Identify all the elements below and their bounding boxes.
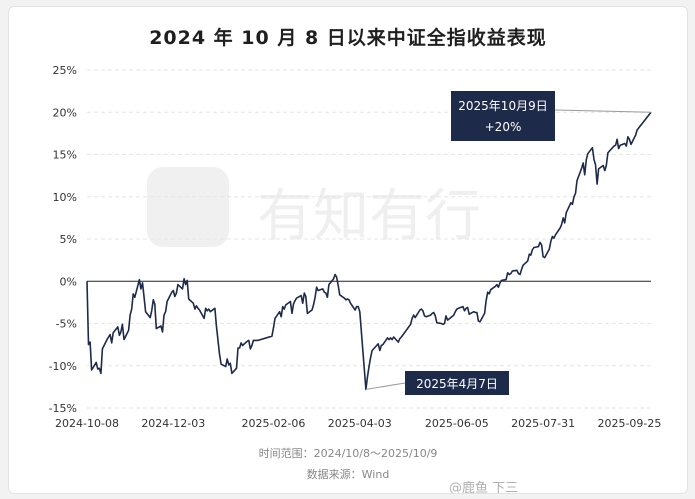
watermark-tag: @鹿鱼 下三	[449, 481, 519, 494]
y-tick-label: 0%	[60, 275, 77, 288]
annotation-label: 2025年4月7日	[416, 377, 498, 391]
y-axis: -15% -10% -5% 0% 5% 10% 15% 20% 25%	[49, 64, 77, 415]
annotation-label: 2025年10月9日	[458, 99, 547, 113]
y-tick-label: 20%	[53, 106, 77, 119]
annotations: 2025年10月9日 +20% 2025年4月7日	[365, 91, 652, 395]
chart-card: 2024 年 10 月 8 日以来中证全指收益表现 有知有行 -15% -10% -…	[8, 6, 688, 494]
x-tick-label: 2024-10-08	[55, 417, 119, 430]
y-tick-label: -10%	[49, 360, 77, 373]
annotation-box	[405, 371, 509, 395]
line-chart: 有知有行 -15% -10% -5% 0% 5% 10% 15% 20% 25% 2024-10…	[49, 64, 662, 430]
annotation-leader	[554, 109, 652, 113]
x-tick-label: 2025-09-25	[597, 417, 661, 430]
y-tick-label: 10%	[53, 191, 77, 204]
annotation-label: +20%	[485, 120, 522, 134]
annotation-box	[451, 91, 555, 141]
y-tick-label: -15%	[49, 402, 77, 415]
time-range-note: 时间范围：2024/10/8～2025/10/9	[258, 447, 438, 460]
y-tick-label: 25%	[53, 64, 77, 77]
y-tick-label: -5%	[56, 318, 77, 331]
x-tick-label: 2025-02-06	[241, 417, 305, 430]
x-axis: 2024-10-08 2024-12-03 2025-02-06 2025-04-03…	[55, 417, 661, 430]
series-line	[86, 111, 652, 391]
y-tick-label: 5%	[60, 233, 77, 246]
y-tick-label: 15%	[53, 149, 77, 162]
data-source-note: 数据来源：Wind	[306, 468, 390, 481]
x-tick-label: 2025-04-03	[328, 417, 392, 430]
x-tick-label: 2025-06-05	[425, 417, 489, 430]
watermark-logo: 有知有行	[147, 167, 481, 249]
watermark-brand: 有知有行	[257, 184, 481, 249]
annotation-leader	[365, 382, 406, 390]
grid-lines	[87, 69, 651, 409]
x-tick-label: 2025-07-31	[511, 417, 575, 430]
chart-title: 2024 年 10 月 8 日以来中证全指收益表现	[149, 27, 547, 49]
x-tick-label: 2024-12-03	[141, 417, 205, 430]
